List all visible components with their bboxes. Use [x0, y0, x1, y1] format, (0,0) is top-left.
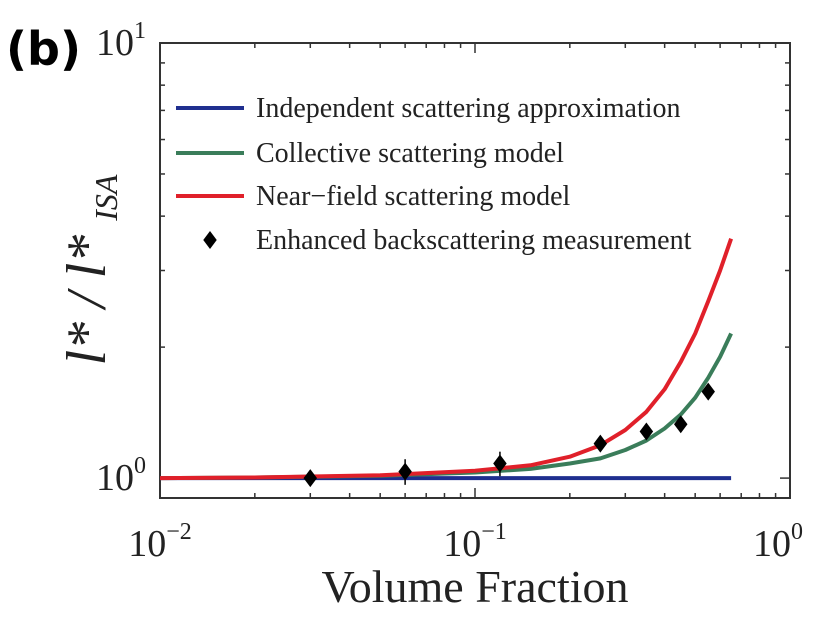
y-axis-label-main: l* / l* [56, 235, 118, 366]
panel-label: (b) [6, 22, 81, 76]
y-axis-label: l* / l* ISA [56, 174, 124, 365]
legend: Independent scattering approximation Coll… [176, 93, 692, 256]
data-point-diamond [701, 382, 715, 401]
data-point-diamond [674, 415, 688, 434]
x-tick-label: 100 [753, 519, 803, 565]
series-layer [159, 238, 733, 488]
legend-label: Enhanced backscattering measurement [256, 225, 692, 256]
tick-marks [159, 42, 791, 499]
data-point-diamond [303, 469, 318, 488]
x-tick-label: 10−1 [443, 519, 507, 565]
y-axis-label-subscript: ISA [88, 174, 124, 222]
y-tick-label: 101 [96, 18, 146, 64]
data-point-diamond [493, 454, 507, 473]
data-point-diamond [398, 462, 412, 481]
series-line-collective-scattering-model [159, 332, 733, 481]
svg-text:l* / l* ISA: l* / l* ISA [56, 174, 124, 365]
y-tick-label: 100 [96, 453, 146, 499]
x-tick-label: 10−2 [128, 519, 192, 565]
data-point-diamond [593, 434, 608, 453]
tick-labels: 10−2 10−1 100 100 101 [96, 18, 803, 565]
legend-label: Near−field scattering model [256, 181, 571, 212]
series-line-near-field-scattering-model [159, 238, 733, 481]
legend-swatch-diamond [203, 231, 217, 249]
legend-label: Collective scattering model [256, 138, 564, 169]
data-point-diamond [639, 422, 654, 441]
legend-label: Independent scattering approximation [256, 93, 681, 124]
x-axis-label: Volume Fraction [321, 561, 628, 612]
